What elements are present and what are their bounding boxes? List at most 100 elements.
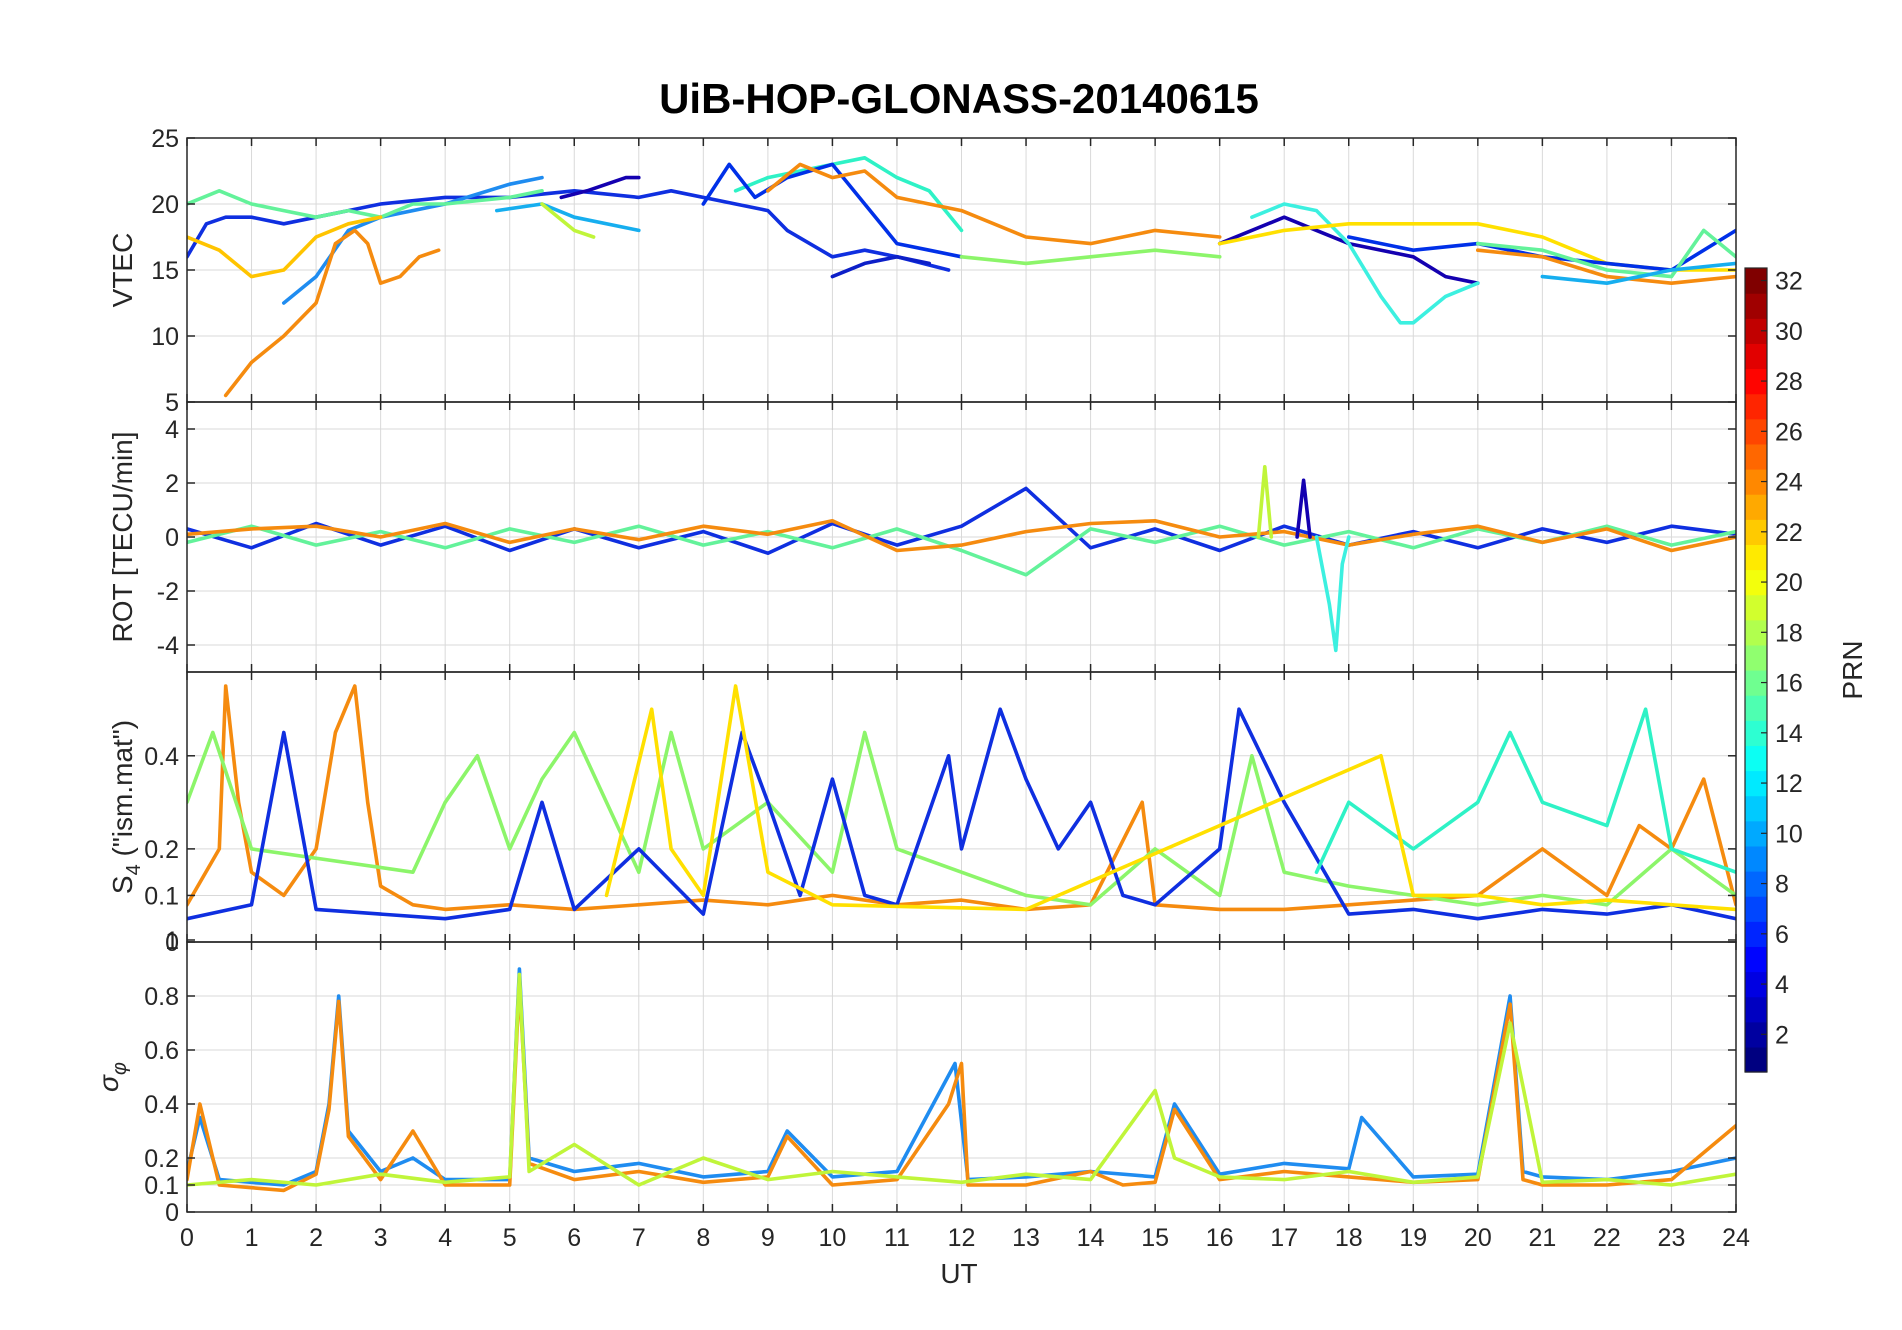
colorbar-swatch <box>1745 569 1767 596</box>
chart-title: UiB-HOP-GLONASS-20140615 <box>659 75 1259 122</box>
x-tick-label: 11 <box>884 1224 910 1252</box>
colorbar-tick-label: 14 <box>1775 720 1803 748</box>
colorbar-tick-label: 18 <box>1775 619 1803 647</box>
colorbar-swatch <box>1745 494 1767 520</box>
colorbar-tick-label: 30 <box>1775 318 1803 346</box>
colorbar-swatch <box>1745 293 1767 319</box>
panel-rot: -4 -2 0 2 4 ROT [TECU/min] <box>107 401 1737 673</box>
panel-rot-grid <box>186 402 1737 672</box>
colorbar-swatch <box>1745 1046 1767 1073</box>
y-tick-label: 2 <box>165 470 179 498</box>
series-line <box>830 255 931 279</box>
x-tick-label: 0 <box>180 1224 194 1252</box>
x-tick-label: 16 <box>1206 1224 1234 1252</box>
series-line <box>187 215 383 279</box>
colorbar-swatch <box>1745 469 1767 495</box>
x-tick-label: 10 <box>819 1224 847 1252</box>
series-line <box>187 486 1736 555</box>
x-tick-label: 24 <box>1722 1224 1750 1252</box>
colorbar-swatch <box>1745 896 1767 922</box>
colorbar-swatch <box>1745 318 1767 344</box>
colorbar-tick-label: 8 <box>1775 871 1789 899</box>
colorbar-swatch <box>1745 519 1767 545</box>
colorbar-tick-label: 26 <box>1775 418 1803 446</box>
y-tick-label: 0.2 <box>144 836 179 864</box>
colorbar-tick-label: 4 <box>1775 971 1789 999</box>
y-tick-label: 0 <box>165 524 179 552</box>
colorbar-swatch <box>1745 418 1767 445</box>
x-tick-label: 19 <box>1399 1224 1427 1252</box>
x-tick-label: 17 <box>1270 1224 1298 1252</box>
x-tick-label: 21 <box>1528 1224 1556 1252</box>
x-tick-label: 8 <box>696 1224 710 1252</box>
y-tick-label: 0.1 <box>144 882 179 910</box>
y-tick-label: 0.2 <box>144 1145 179 1173</box>
colorbar-tick-label: 22 <box>1775 519 1803 547</box>
x-tick-label: 18 <box>1335 1224 1363 1252</box>
x-tick-label: 4 <box>438 1224 452 1252</box>
colorbar-swatch <box>1745 845 1767 872</box>
colorbar-tick-label: 28 <box>1775 368 1803 396</box>
colorbar-swatch <box>1745 393 1767 420</box>
colorbar-tick-label: 12 <box>1775 770 1803 798</box>
x-tick-label: 2 <box>309 1224 323 1252</box>
y-tick-label: 1 <box>165 927 179 955</box>
series-line <box>559 175 641 200</box>
colorbar-swatch <box>1745 871 1767 897</box>
series-line <box>1295 478 1312 539</box>
y-tick-label: 15 <box>151 257 179 285</box>
colorbar-frame <box>1744 267 1768 1073</box>
series-line <box>187 519 1736 553</box>
series-line <box>1314 535 1351 653</box>
x-tick-label: 12 <box>948 1224 976 1252</box>
series-line <box>187 524 1736 577</box>
colorbar-swatch <box>1745 745 1767 772</box>
panel-sigma_phi: 00.10.2 0.4 0.6 0.8 σφ <box>93 941 1737 1227</box>
colorbar-tick-label: 20 <box>1775 569 1803 597</box>
colorbar-tick-label: 10 <box>1775 820 1803 848</box>
colorbar-swatch <box>1745 443 1767 470</box>
x-tick-label: 6 <box>567 1224 581 1252</box>
y-tick-label: 0 <box>165 929 179 957</box>
panel-vtec-series <box>187 156 1736 398</box>
y-tick-label: 0 <box>165 1199 179 1227</box>
series-line <box>187 707 1736 921</box>
series-line <box>187 972 1736 1187</box>
colorbar-swatch <box>1745 594 1767 621</box>
series-line <box>1476 248 1736 285</box>
series-line <box>1476 228 1736 279</box>
y-tick-label: 0.8 <box>144 983 179 1011</box>
panel-s4-y-label: S4 ("ism.mat") <box>107 720 145 894</box>
colorbar-tick-label: 16 <box>1775 670 1803 698</box>
y-tick-label: 20 <box>151 191 179 219</box>
y-tick-label: 25 <box>151 125 179 153</box>
colorbar-swatch <box>1745 544 1767 571</box>
series-line <box>187 189 544 219</box>
series-line <box>959 248 1222 266</box>
colorbar-tick-label: 6 <box>1775 921 1789 949</box>
y-tick-label: 0.6 <box>144 1037 179 1065</box>
x-axis-ticks: 0 1 2 3 4 5 6 7 8 9 10 11 12 13 14 15 16 17 18 19 20 21 22 23 24 <box>180 1224 1750 1252</box>
colorbar-label: PRN <box>1837 640 1868 699</box>
x-tick-label: 1 <box>245 1224 259 1252</box>
series-line <box>701 162 964 259</box>
series-line <box>1256 465 1274 539</box>
y-tick-label: 10 <box>151 323 179 351</box>
colorbar-swatch <box>1745 971 1767 998</box>
colorbar-swatch <box>1745 795 1767 822</box>
x-tick-label: 7 <box>632 1224 646 1252</box>
panel-s4-series <box>187 684 1736 921</box>
y-tick-label: -4 <box>157 632 179 660</box>
x-tick-label: 22 <box>1593 1224 1621 1252</box>
y-tick-label: 0.4 <box>144 1091 179 1119</box>
series-line <box>1250 202 1480 325</box>
series-line <box>766 162 1222 246</box>
panel-vtec-grid <box>186 137 1737 403</box>
x-tick-label: 13 <box>1012 1224 1040 1252</box>
y-tick-label: 5 <box>165 389 179 417</box>
x-tick-label: 15 <box>1141 1224 1169 1252</box>
series-line <box>495 202 641 233</box>
colorbar-tick-label: 32 <box>1775 268 1803 296</box>
